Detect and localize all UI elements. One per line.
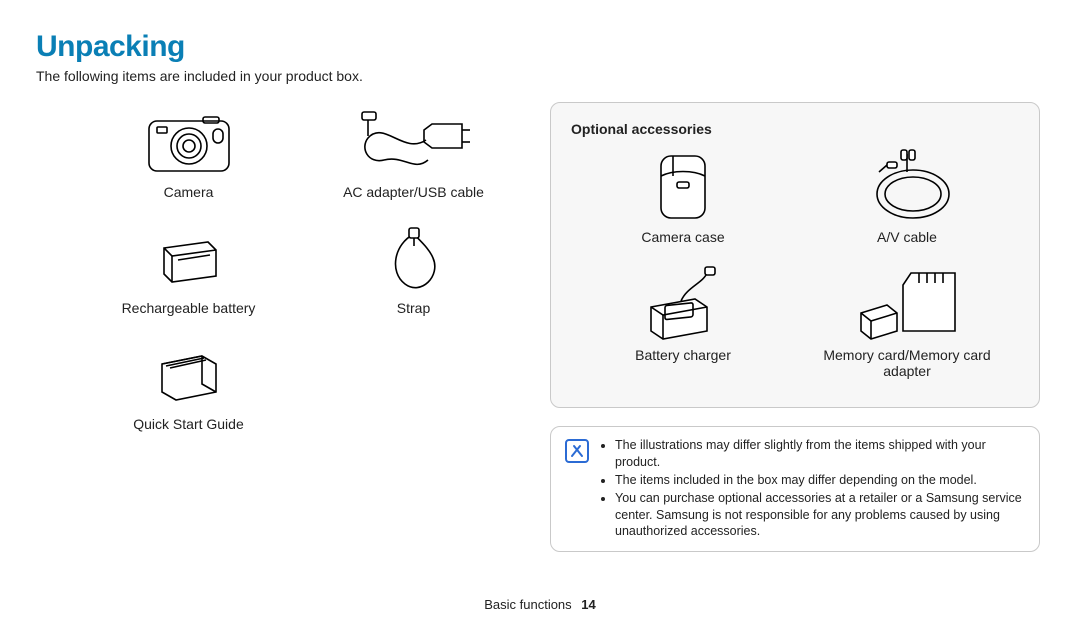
item-case: Camera case [571,141,795,259]
av-cable-icon [801,147,1013,227]
battery-label: Rechargeable battery [86,300,291,316]
camera-icon [86,108,291,182]
item-ac-adapter: AC adapter/USB cable [301,102,526,218]
page-title: Unpacking [36,30,1044,64]
note-item: The illustrations may differ slightly fr… [615,437,1025,471]
page-footer: Basic functions 14 [0,597,1080,612]
battery-icon [86,224,291,298]
optional-accessories-box: Optional accessories Camera case [550,102,1040,408]
charger-label: Battery charger [577,347,789,363]
ac-adapter-icon [311,108,516,182]
item-charger: Battery charger [571,259,795,393]
item-guide: Quick Start Guide [76,334,301,450]
strap-icon [311,224,516,298]
memory-card-icon [801,265,1013,345]
note-item: You can purchase optional accessories at… [615,490,1025,541]
strap-label: Strap [311,300,516,316]
memory-card-label: Memory card/Memory card adapter [801,347,1013,379]
intro-text: The following items are included in your… [36,68,1044,84]
note-item: The items included in the box may differ… [615,472,1025,489]
guide-icon [86,340,291,414]
item-camera: Camera [76,102,301,218]
ac-adapter-label: AC adapter/USB cable [311,184,516,200]
included-items: Camera AC adapter/USB cable [36,102,526,552]
footer-page: 14 [581,597,595,612]
camera-label: Camera [86,184,291,200]
note-icon [565,439,589,463]
item-memory-card: Memory card/Memory card adapter [795,259,1019,393]
guide-label: Quick Start Guide [86,416,291,432]
charger-icon [577,265,789,345]
note-box: The illustrations may differ slightly fr… [550,426,1040,552]
case-label: Camera case [577,229,789,245]
av-cable-label: A/V cable [801,229,1013,245]
footer-section: Basic functions [484,597,571,612]
item-strap: Strap [301,218,526,334]
case-icon [577,147,789,227]
item-av-cable: A/V cable [795,141,1019,259]
item-battery: Rechargeable battery [76,218,301,334]
optional-title: Optional accessories [571,121,1019,137]
